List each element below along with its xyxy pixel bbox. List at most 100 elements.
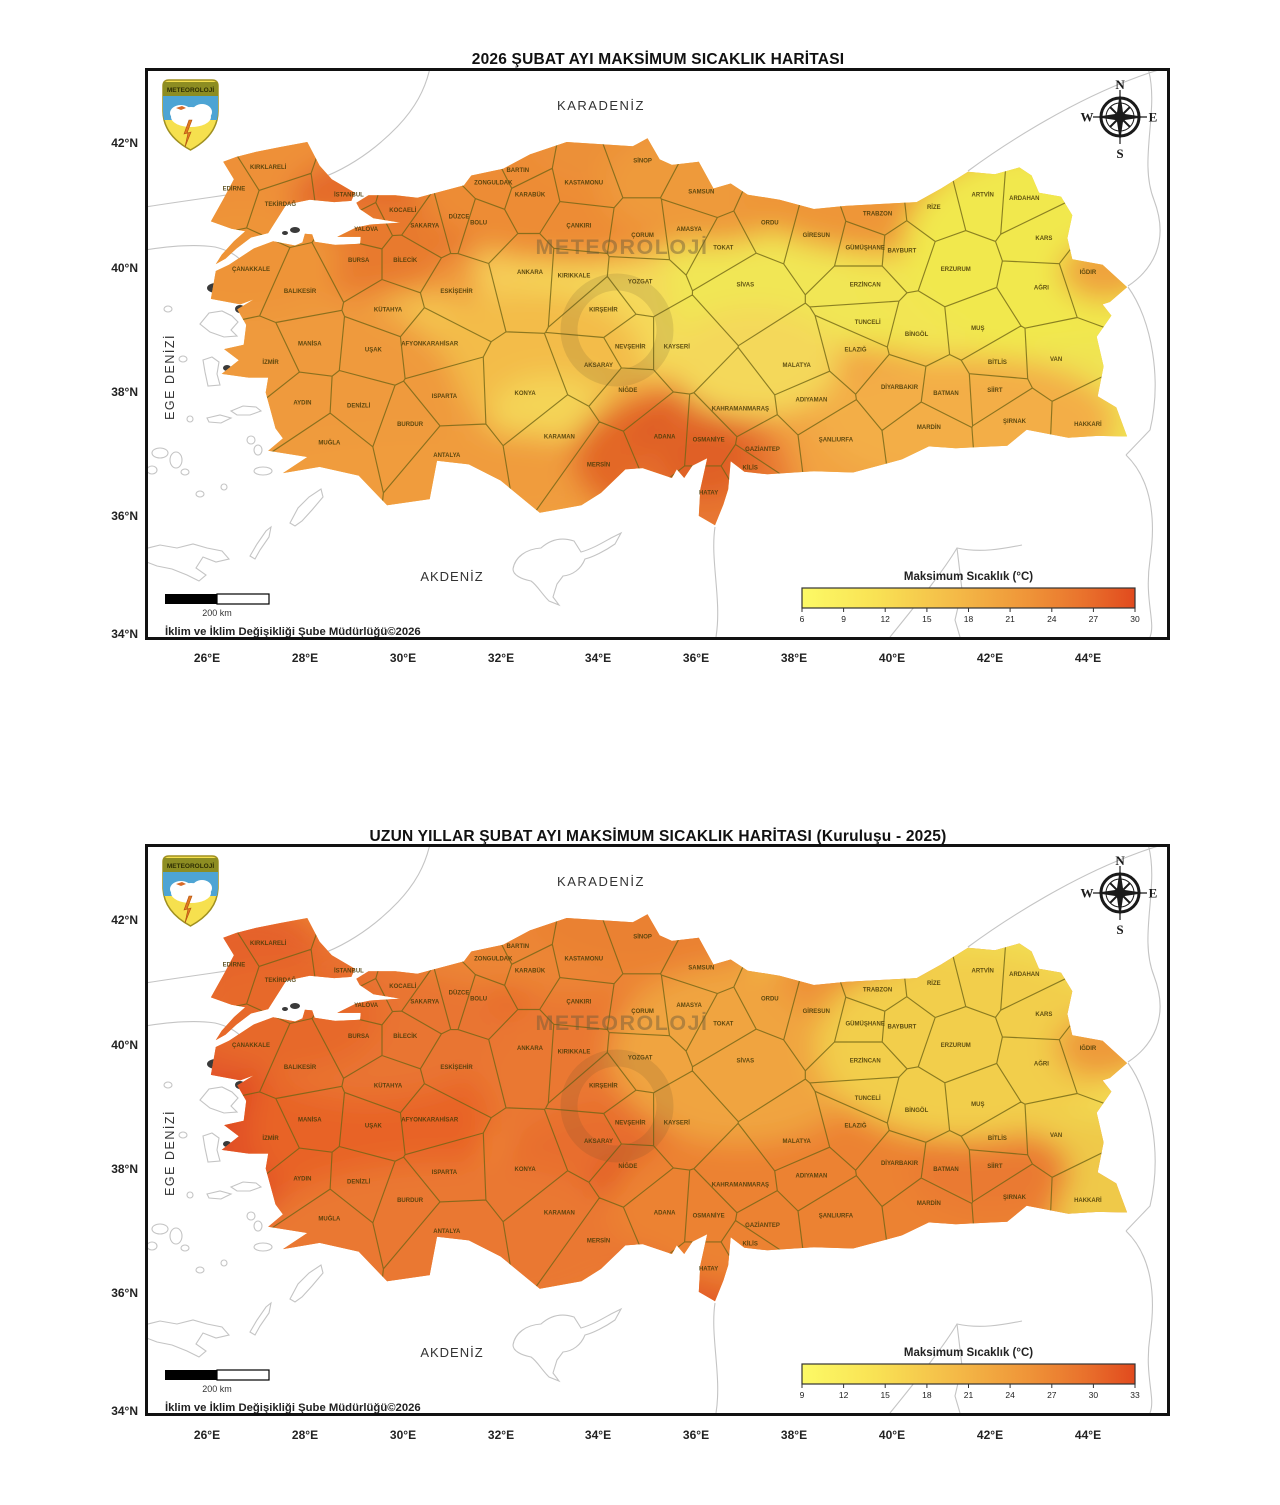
svg-text:ISPARTA: ISPARTA xyxy=(432,394,458,400)
svg-text:KIRKLARELİ: KIRKLARELİ xyxy=(250,164,287,171)
svg-text:AMASYA: AMASYA xyxy=(676,227,702,233)
svg-text:RİZE: RİZE xyxy=(927,204,941,211)
svg-text:12: 12 xyxy=(839,1390,849,1400)
svg-text:SİNOP: SİNOP xyxy=(633,158,652,165)
svg-text:BATMAN: BATMAN xyxy=(933,1167,959,1173)
svg-text:SİVAS: SİVAS xyxy=(737,282,755,289)
svg-text:E: E xyxy=(1149,886,1158,901)
svg-text:ÇORUM: ÇORUM xyxy=(631,233,654,239)
svg-text:BURDUR: BURDUR xyxy=(397,422,424,428)
svg-text:SAKARYA: SAKARYA xyxy=(410,224,440,230)
svg-text:DİYARBAKIR: DİYARBAKIR xyxy=(881,384,919,391)
svg-text:AMASYA: AMASYA xyxy=(676,1003,702,1009)
svg-text:24: 24 xyxy=(1047,614,1057,624)
svg-text:AFYONKARAHİSAR: AFYONKARAHİSAR xyxy=(401,1117,459,1124)
svg-text:KIRŞEHİR: KIRŞEHİR xyxy=(589,306,618,313)
svg-text:KAYSERİ: KAYSERİ xyxy=(664,1120,690,1127)
svg-text:AYDIN: AYDIN xyxy=(293,1176,311,1182)
svg-text:İklim ve İklim Değişikliği Şub: İklim ve İklim Değişikliği Şube Müdürlüğ… xyxy=(165,625,421,637)
svg-text:MARDİN: MARDİN xyxy=(917,1200,941,1207)
svg-text:TUNCELİ: TUNCELİ xyxy=(855,1095,881,1102)
svg-text:GİRESUN: GİRESUN xyxy=(803,1008,830,1015)
svg-text:MUĞLA: MUĞLA xyxy=(318,439,341,447)
svg-text:GİRESUN: GİRESUN xyxy=(803,232,830,239)
svg-text:ELAZIĞ: ELAZIĞ xyxy=(845,1122,867,1130)
svg-text:MALATYA: MALATYA xyxy=(783,1139,812,1145)
svg-text:200 km: 200 km xyxy=(202,608,232,618)
svg-text:YALOVA: YALOVA xyxy=(354,1003,379,1009)
svg-text:AKDENİZ: AKDENİZ xyxy=(420,1345,483,1360)
svg-text:MUŞ: MUŞ xyxy=(971,326,984,332)
svg-text:BURDUR: BURDUR xyxy=(397,1198,424,1204)
svg-text:EDİRNE: EDİRNE xyxy=(223,962,246,969)
svg-text:İZMİR: İZMİR xyxy=(262,359,279,366)
svg-text:MUŞ: MUŞ xyxy=(971,1102,984,1108)
svg-text:EGE DENİZİ: EGE DENİZİ xyxy=(163,334,177,420)
svg-text:SAKARYA: SAKARYA xyxy=(410,1000,440,1006)
svg-text:KÜTAHYA: KÜTAHYA xyxy=(374,306,403,313)
svg-text:ORDU: ORDU xyxy=(761,997,779,1003)
svg-text:KIRIKKALE: KIRIKKALE xyxy=(558,1049,591,1055)
svg-text:ŞANLIURFA: ŞANLIURFA xyxy=(819,438,854,444)
svg-text:KİLİS: KİLİS xyxy=(743,1241,758,1248)
svg-text:ISPARTA: ISPARTA xyxy=(432,1170,458,1176)
svg-text:DÜZCE: DÜZCE xyxy=(449,213,470,220)
svg-text:BAYBURT: BAYBURT xyxy=(888,249,917,255)
svg-text:MANİSA: MANİSA xyxy=(298,341,322,348)
svg-text:UŞAK: UŞAK xyxy=(365,1124,383,1130)
svg-text:21: 21 xyxy=(964,1390,974,1400)
svg-text:9: 9 xyxy=(841,614,846,624)
svg-text:KOCAELİ: KOCAELİ xyxy=(389,207,416,214)
svg-text:KOCAELİ: KOCAELİ xyxy=(389,983,416,990)
svg-text:YALOVA: YALOVA xyxy=(354,227,379,233)
svg-text:ŞANLIURFA: ŞANLIURFA xyxy=(819,1214,854,1220)
svg-text:EDİRNE: EDİRNE xyxy=(223,186,246,193)
svg-text:ZONGULDAK: ZONGULDAK xyxy=(474,180,513,186)
svg-text:OSMANİYE: OSMANİYE xyxy=(693,437,725,444)
svg-text:Maksimum Sıcaklık (°C): Maksimum Sıcaklık (°C) xyxy=(904,571,1033,583)
svg-text:S: S xyxy=(1116,922,1123,937)
svg-text:BARTIN: BARTIN xyxy=(506,168,529,174)
svg-text:ŞIRNAK: ŞIRNAK xyxy=(1003,419,1027,425)
svg-text:İZMİR: İZMİR xyxy=(262,1135,279,1142)
svg-text:IĞDIR: IĞDIR xyxy=(1080,268,1097,276)
svg-text:KIRIKKALE: KIRIKKALE xyxy=(558,273,591,279)
svg-text:TRABZON: TRABZON xyxy=(863,987,892,993)
svg-text:MERSİN: MERSİN xyxy=(587,461,610,468)
svg-text:TRABZON: TRABZON xyxy=(863,211,892,217)
svg-text:KARABÜK: KARABÜK xyxy=(515,968,546,975)
svg-text:SAMSUN: SAMSUN xyxy=(688,190,714,196)
svg-text:KARAMAN: KARAMAN xyxy=(544,435,575,441)
svg-text:HATAY: HATAY xyxy=(699,1266,718,1272)
svg-text:AYDIN: AYDIN xyxy=(293,400,311,406)
svg-text:TOKAT: TOKAT xyxy=(713,245,733,251)
svg-text:KARS: KARS xyxy=(1035,236,1052,242)
svg-text:ARDAHAN: ARDAHAN xyxy=(1009,196,1039,202)
svg-text:ÇANAKKALE: ÇANAKKALE xyxy=(232,267,270,273)
svg-text:METEOROLOJİ: METEOROLOJİ xyxy=(167,862,215,870)
svg-text:KÜTAHYA: KÜTAHYA xyxy=(374,1082,403,1089)
svg-text:ÇANKIRI: ÇANKIRI xyxy=(566,1000,591,1006)
svg-text:27: 27 xyxy=(1089,614,1099,624)
svg-text:DÜZCE: DÜZCE xyxy=(449,989,470,996)
svg-text:VAN: VAN xyxy=(1050,357,1062,363)
svg-text:SİİRT: SİİRT xyxy=(987,1163,1003,1170)
svg-text:N: N xyxy=(1115,853,1125,868)
svg-text:KIRKLARELİ: KIRKLARELİ xyxy=(250,940,287,947)
svg-text:ANKARA: ANKARA xyxy=(517,270,544,276)
svg-text:İSTANBUL: İSTANBUL xyxy=(334,192,364,199)
svg-text:SİNOP: SİNOP xyxy=(633,934,652,941)
svg-text:MANİSA: MANİSA xyxy=(298,1117,322,1124)
svg-text:ORDU: ORDU xyxy=(761,221,779,227)
svg-text:HAKKARİ: HAKKARİ xyxy=(1074,421,1102,428)
svg-text:27: 27 xyxy=(1047,1390,1057,1400)
svg-text:GAZİANTEP: GAZİANTEP xyxy=(745,1222,780,1229)
svg-text:33: 33 xyxy=(1130,1390,1140,1400)
svg-text:BİNGÖL: BİNGÖL xyxy=(905,1107,929,1114)
svg-text:RİZE: RİZE xyxy=(927,980,941,987)
svg-text:SAMSUN: SAMSUN xyxy=(688,966,714,972)
svg-text:BOLU: BOLU xyxy=(470,997,487,1003)
svg-text:ERZURUM: ERZURUM xyxy=(941,1043,971,1049)
svg-text:MARDİN: MARDİN xyxy=(917,424,941,431)
svg-text:9: 9 xyxy=(800,1390,805,1400)
